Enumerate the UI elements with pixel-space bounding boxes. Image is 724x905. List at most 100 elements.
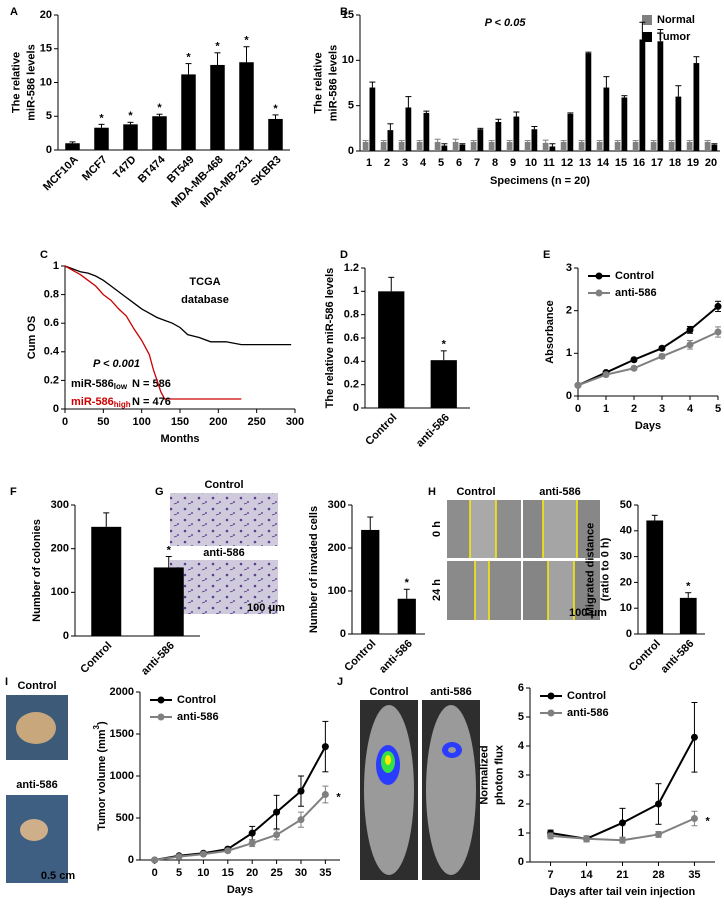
y-tick-label: 20 — [40, 9, 52, 21]
y-tick-label: 15 — [40, 43, 52, 55]
legend-label: anti-586 — [567, 707, 609, 719]
x-tick-label: 1 — [603, 403, 609, 415]
data-point — [297, 787, 305, 795]
x-tick-label: 50 — [97, 416, 109, 428]
micrograph — [170, 560, 278, 614]
significance-marker: * — [128, 110, 133, 122]
y-tick-label: 6 — [518, 682, 524, 694]
data-point — [273, 808, 281, 816]
y-tick-label: 30 — [620, 551, 632, 563]
y-axis-label: The relative — [10, 52, 22, 113]
data-point — [714, 328, 722, 336]
bar — [397, 598, 416, 634]
bar — [459, 144, 466, 151]
y-axis-label-text: Number of colonies — [31, 519, 43, 622]
bar — [513, 116, 520, 151]
x-tick-label: 16 — [633, 157, 645, 169]
bar — [477, 129, 484, 151]
data-point — [619, 819, 626, 827]
y-axis-label-text: The relative — [10, 52, 22, 113]
x-tick-label: 300 — [286, 416, 304, 428]
y-axis-label-end: ) — [96, 721, 108, 725]
data-point — [714, 302, 722, 310]
bar — [524, 141, 531, 151]
bar — [387, 130, 394, 151]
x-tick-label: 18 — [669, 157, 681, 169]
data-point — [690, 733, 698, 741]
x-tick-label: 5 — [715, 403, 721, 415]
data-point — [547, 832, 555, 840]
legend-count: N = 476 — [132, 396, 171, 408]
legend-marker — [547, 709, 555, 717]
y-axis-label-text: The relative — [312, 52, 324, 113]
data-point — [248, 829, 256, 837]
image-label: Control — [204, 479, 243, 491]
legend-label: anti-586 — [615, 287, 657, 299]
y-tick-label: 3 — [566, 262, 572, 274]
data-point — [690, 815, 698, 822]
legend-marker — [157, 713, 165, 721]
x-tick-label: 3 — [402, 157, 408, 169]
bar — [362, 141, 369, 151]
bar — [704, 141, 711, 151]
x-tick-label: 200 — [209, 416, 227, 428]
panel-label: J — [337, 676, 343, 688]
x-tick-label: 12 — [561, 157, 573, 169]
legend-label: Tumor — [657, 31, 691, 43]
data-point — [619, 836, 626, 844]
image-label: anti-586 — [203, 547, 245, 559]
bar — [614, 141, 621, 151]
annotation: TCGA — [189, 276, 220, 288]
x-tick-label: 7 — [547, 869, 553, 881]
y-tick-label: 0 — [353, 402, 359, 414]
y-axis-label: Absorbance — [544, 300, 556, 364]
y-axis-label-text: Migrated distance — [584, 523, 596, 617]
legend-name: miR-586 — [71, 396, 114, 408]
y-axis-label-text: miR-586 levels — [25, 44, 37, 120]
bar — [423, 112, 430, 151]
wound-images — [447, 500, 600, 620]
legend-swatch — [642, 32, 652, 42]
survival-curve — [64, 265, 242, 400]
bar — [94, 127, 109, 150]
y-tick-label: 0.4 — [44, 346, 60, 358]
bar — [646, 520, 664, 634]
p-value: P < 0.001 — [93, 358, 140, 370]
bar — [603, 87, 610, 151]
annotation: database — [181, 294, 229, 306]
x-axis-label: Days — [227, 884, 253, 896]
data-point — [224, 847, 232, 855]
y-tick-label: 1500 — [110, 728, 134, 740]
x-tick-label: 30 — [295, 867, 307, 879]
data-point — [630, 356, 638, 364]
x-tick-label: 2 — [384, 157, 390, 169]
legend-label: Normal — [657, 14, 695, 26]
y-axis-label: Normalized — [478, 745, 490, 804]
y-tick-label: 0.8 — [44, 289, 59, 301]
bar — [181, 74, 196, 150]
y-axis-label-text: Number of invaded cells — [308, 506, 320, 633]
data-point — [630, 364, 638, 372]
bar — [398, 141, 405, 151]
x-tick-label: 14 — [597, 157, 610, 169]
series-line — [154, 793, 327, 861]
y-tick-label: 0 — [63, 630, 69, 642]
y-tick-label: 1 — [53, 260, 59, 272]
x-tick-label: 25 — [270, 867, 282, 879]
y-axis-label-text: Normalized — [478, 745, 490, 804]
bar — [378, 291, 405, 408]
y-tick-label: 100 — [328, 585, 346, 597]
data-point — [654, 800, 662, 808]
series-line — [577, 305, 719, 387]
series-line — [577, 331, 719, 387]
y-tick-label: 300 — [51, 499, 69, 511]
bar — [596, 141, 603, 151]
panel-label: C — [40, 249, 48, 261]
y-tick-label: 0.6 — [344, 332, 359, 344]
y-tick-label: 0 — [626, 628, 632, 640]
y-axis-label: Number of invaded cells — [308, 506, 320, 633]
data-point — [654, 830, 662, 838]
bar — [657, 41, 664, 151]
bar — [369, 87, 376, 151]
